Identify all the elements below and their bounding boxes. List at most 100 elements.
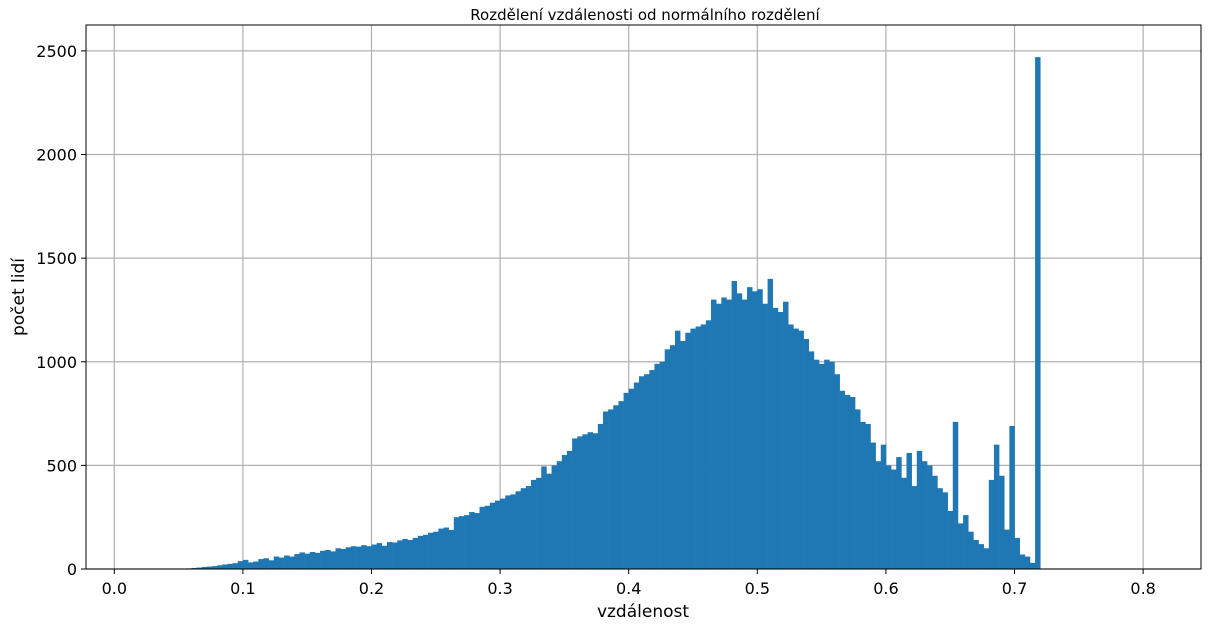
x-tick-label: 0.5	[745, 579, 770, 598]
histogram-bar	[597, 423, 604, 569]
histogram-bar	[520, 488, 527, 569]
histogram-bar	[361, 545, 367, 569]
histogram-bar	[201, 566, 208, 569]
histogram-bar	[191, 567, 197, 569]
histogram-bar	[556, 461, 563, 569]
histogram-bar	[422, 534, 429, 569]
histogram-bar	[721, 297, 727, 569]
y-tick-label: 500	[46, 456, 77, 475]
histogram-bar	[901, 477, 907, 569]
histogram-bar	[299, 552, 305, 569]
histogram-bar	[916, 450, 923, 569]
histogram-bar	[484, 505, 491, 569]
histogram-bar	[813, 359, 820, 569]
histogram-bar	[253, 561, 259, 569]
histogram-bar	[659, 361, 666, 569]
histogram-bar	[320, 550, 326, 569]
histogram-bar	[566, 450, 573, 569]
histogram-bar	[788, 324, 794, 569]
x-tick-label: 0.6	[873, 579, 898, 598]
histogram-bar	[957, 523, 964, 569]
histogram-bar	[973, 539, 979, 569]
x-tick-label: 0.1	[230, 579, 255, 598]
histogram-bar	[325, 549, 331, 569]
histogram-bar	[263, 558, 269, 569]
histogram-bar	[356, 546, 362, 569]
y-tick-label: 0	[67, 560, 77, 579]
histogram-bar	[458, 516, 465, 569]
histogram-bar	[968, 531, 974, 569]
histogram-bar	[649, 370, 655, 569]
histogram-bar	[350, 546, 357, 569]
histogram-bar	[927, 465, 933, 569]
histogram-bar	[675, 330, 681, 569]
histogram-bar	[515, 491, 521, 569]
histogram-bar	[309, 552, 316, 569]
histogram-bar	[839, 390, 846, 569]
histogram-bar	[885, 465, 892, 569]
histogram-bar	[474, 513, 480, 569]
histogram-bar	[412, 537, 419, 569]
histogram-bar	[829, 361, 835, 569]
histogram-bar	[947, 510, 954, 569]
histogram-bar	[855, 409, 861, 569]
histogram-bar	[952, 421, 959, 569]
histogram-bar	[494, 500, 501, 569]
x-tick-label: 0.3	[487, 579, 512, 598]
histogram-bar	[392, 542, 398, 569]
histogram-bar	[896, 457, 902, 569]
histogram-bar	[819, 363, 825, 569]
histogram-bar	[1024, 556, 1031, 569]
histogram-bar	[602, 411, 609, 569]
histogram-bar	[417, 535, 424, 569]
histogram-bar	[469, 512, 475, 569]
histogram-bar	[993, 444, 1000, 569]
histogram-bar	[438, 528, 444, 569]
histogram-bar	[700, 324, 707, 569]
histogram-bar	[376, 543, 383, 569]
histogram-bar	[711, 299, 717, 569]
histogram-bar	[278, 557, 285, 569]
histogram-bar	[983, 548, 990, 569]
histogram-bar	[767, 278, 774, 569]
histogram-bar	[530, 479, 537, 569]
histogram-bar	[978, 544, 984, 569]
histogram-bar	[695, 326, 702, 569]
histogram-bar	[505, 495, 511, 569]
histogram-bar	[227, 563, 233, 569]
histogram-bar	[443, 527, 449, 569]
histogram-bar	[386, 542, 393, 569]
histogram-bar	[397, 540, 403, 569]
histogram-bar	[248, 562, 254, 569]
histogram-bar	[268, 560, 275, 569]
x-axis-label: vzdálenost	[597, 602, 689, 622]
x-tick-label: 0.2	[359, 579, 384, 598]
histogram-bar	[824, 359, 830, 569]
histogram-bar	[690, 328, 696, 569]
y-tick-label: 2500	[36, 42, 77, 61]
histogram-bar	[772, 307, 779, 569]
histogram-bar	[289, 556, 295, 569]
histogram-bar	[258, 559, 264, 569]
histogram-bar	[273, 556, 280, 569]
histogram-bar	[242, 559, 249, 569]
histogram-bar	[407, 539, 413, 569]
histogram-bar	[448, 530, 455, 569]
histogram-bar	[561, 455, 568, 569]
histogram-bar	[680, 341, 686, 569]
histogram-bar	[736, 293, 743, 569]
histogram-bar	[335, 548, 341, 569]
histogram-bar	[669, 345, 676, 569]
histogram-bar	[1035, 57, 1041, 569]
histogram-bar	[371, 544, 377, 569]
histogram-bar	[860, 421, 866, 569]
histogram-bar	[551, 465, 557, 569]
histogram-bar	[510, 494, 516, 569]
histogram-bar	[381, 545, 388, 569]
histogram-bar	[618, 401, 624, 569]
histogram-bar	[633, 382, 640, 569]
histogram-bar	[1009, 426, 1015, 569]
histogram-bar	[685, 332, 691, 569]
histogram-bar	[592, 433, 599, 569]
